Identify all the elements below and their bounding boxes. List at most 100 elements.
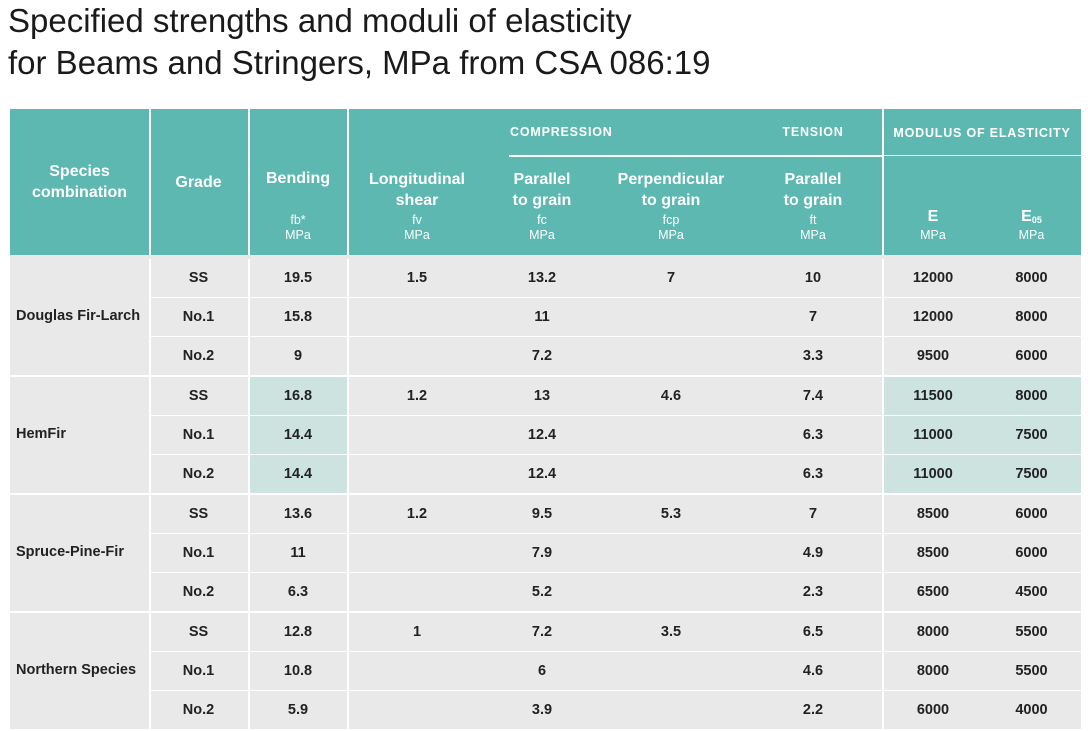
header-comp-perp-symbol: fcp xyxy=(662,213,680,227)
strength-table: Species combination Grade Bending fb* MP… xyxy=(10,109,1081,730)
table-cell-shear: 1.2 xyxy=(406,388,428,404)
table-cell-ft: 7.4 xyxy=(802,388,824,404)
table-cell-bending: 10.8 xyxy=(283,663,313,679)
header-divider xyxy=(882,109,884,255)
header-e05-subscript: 05 xyxy=(1031,215,1042,225)
table-cell-grade: No.1 xyxy=(182,309,215,325)
table-cell-fc: 7.2 xyxy=(531,624,553,640)
table-cell-perp: 5.3 xyxy=(660,506,682,522)
header-species: Species combination xyxy=(31,163,128,201)
column-divider xyxy=(347,259,349,376)
table-cell-ft: 3.3 xyxy=(802,348,824,364)
table-cell-fc: 13 xyxy=(533,388,551,404)
table-cell-e: 8000 xyxy=(916,663,950,679)
header-comp-perp-unit: MPa xyxy=(658,228,684,242)
table-cell-grade: No.1 xyxy=(182,545,215,561)
header-divider xyxy=(149,109,151,255)
column-divider xyxy=(248,377,250,494)
table-header: Species combination Grade Bending fb* MP… xyxy=(10,109,1081,255)
table-cell-e05: 4500 xyxy=(1015,584,1048,600)
row-divider xyxy=(150,454,1081,455)
table-cell-grade: SS xyxy=(188,388,209,404)
table-cell-fc: 5.2 xyxy=(531,584,553,600)
table-cell-grade: SS xyxy=(188,270,209,286)
row-divider xyxy=(150,690,1081,691)
table-cell-bending: 14.4 xyxy=(283,427,313,443)
header-tension-group: TENSION xyxy=(782,125,844,139)
group-divider xyxy=(10,375,1081,377)
table-cell-e: 8500 xyxy=(916,506,950,522)
table-cell-grade: No.1 xyxy=(182,427,215,443)
table-cell-fc: 7.9 xyxy=(531,545,553,561)
table-cell-ft: 4.9 xyxy=(802,545,824,561)
header-comp-perp: Perpendicular to grain xyxy=(617,171,725,209)
table-cell-e: 11000 xyxy=(913,427,953,443)
column-divider xyxy=(347,495,349,612)
header-e05-letter: E xyxy=(1021,208,1032,225)
table-cell-bending: 19.5 xyxy=(283,270,313,286)
table-cell-ft: 2.2 xyxy=(802,702,824,718)
title-line-2: for Beams and Stringers, MPa from CSA 08… xyxy=(8,44,711,81)
table-cell-e05: 7500 xyxy=(1015,466,1048,482)
table-cell-grade: No.2 xyxy=(182,348,215,364)
table-cell-ft: 2.3 xyxy=(802,584,824,600)
header-e-unit: MPa xyxy=(920,228,946,242)
table-cell-perp: 3.5 xyxy=(660,624,682,640)
table-cell-e05: 4000 xyxy=(1015,702,1048,718)
table-cell-e05: 6000 xyxy=(1015,348,1048,364)
table-cell-e05: 5500 xyxy=(1015,624,1048,640)
table-cell-ft: 6.5 xyxy=(802,624,824,640)
header-e: E xyxy=(927,208,939,225)
table-cell-fc: 12.4 xyxy=(527,427,557,443)
column-divider xyxy=(882,495,884,612)
header-shear-unit: MPa xyxy=(404,228,430,242)
table-cell-grade: No.2 xyxy=(182,584,215,600)
header-modulus-group: MODULUS OF ELASTICITY xyxy=(893,126,1071,140)
table-cell-shear: 1.5 xyxy=(406,270,428,286)
table-cell-ft: 10 xyxy=(804,270,822,286)
species-label: HemFir xyxy=(16,425,66,442)
table-cell-e: 8500 xyxy=(916,545,950,561)
header-group-underline xyxy=(509,155,882,157)
table-cell-grade: No.1 xyxy=(182,663,215,679)
table-cell-bending: 16.8 xyxy=(283,388,313,404)
table-cell-e: 11500 xyxy=(913,388,953,404)
row-divider xyxy=(150,651,1081,652)
header-tens-parallel-unit: MPa xyxy=(800,228,826,242)
page-title: Specified strengths and moduli of elasti… xyxy=(8,0,1078,84)
highlight-bending xyxy=(250,377,347,494)
table-cell-bending: 14.4 xyxy=(283,466,313,482)
column-divider xyxy=(248,259,250,376)
table-cell-bending: 15.8 xyxy=(283,309,313,325)
table-cell-fc: 7.2 xyxy=(531,348,553,364)
table-cell-e: 6000 xyxy=(916,702,950,718)
table-cell-perp: 4.6 xyxy=(660,388,682,404)
table-cell-ft: 7 xyxy=(808,309,818,325)
column-divider xyxy=(347,613,349,730)
table-cell-e05: 6000 xyxy=(1015,545,1048,561)
table-cell-fc: 9.5 xyxy=(531,506,553,522)
header-divider xyxy=(248,109,250,255)
table-cell-bending: 13.6 xyxy=(283,506,313,522)
header-tens-parallel: Parallel to grain xyxy=(783,171,843,209)
table-cell-fc: 3.9 xyxy=(531,702,553,718)
table-cell-grade: No.2 xyxy=(182,702,215,718)
table-cell-bending: 12.8 xyxy=(283,624,313,640)
header-bending-symbol: fb* xyxy=(290,213,306,227)
header-e05: E05 xyxy=(982,206,1081,231)
table-cell-grade: SS xyxy=(188,624,209,640)
row-divider xyxy=(150,572,1081,573)
header-divider xyxy=(347,109,349,255)
table-cell-e: 6500 xyxy=(916,584,950,600)
header-bending: Bending xyxy=(266,170,330,187)
table-cell-e05: 8000 xyxy=(1015,270,1048,286)
column-divider xyxy=(149,259,151,376)
species-label: Douglas Fir-Larch xyxy=(16,307,141,324)
table-cell-e05: 8000 xyxy=(1015,309,1048,325)
species-label: Northern Species xyxy=(16,661,137,678)
header-bending-unit: MPa xyxy=(285,228,311,242)
table-cell-bending: 6.3 xyxy=(287,584,309,600)
table-cell-fc: 13.2 xyxy=(527,270,557,286)
header-compression-group: COMPRESSION xyxy=(510,125,613,139)
table-cell-ft: 6.3 xyxy=(802,466,824,482)
